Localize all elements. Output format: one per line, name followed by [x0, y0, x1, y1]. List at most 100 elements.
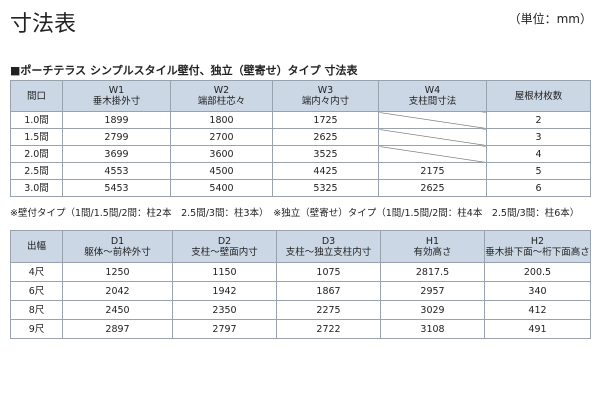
header-cell: D3 支柱～独立支柱内寸: [276, 230, 381, 263]
unit: （単位：mm）: [508, 12, 592, 26]
cell: 1250: [62, 262, 173, 282]
header-text: 支柱～独立支柱内寸: [285, 246, 372, 258]
header-cell: W3 端内々内寸: [272, 80, 379, 112]
cell: 4553: [62, 162, 171, 180]
cell: 2817.5: [380, 262, 485, 282]
cell: 2: [486, 111, 591, 129]
cell: 1075: [276, 262, 381, 282]
header-cell: W1 垂木掛外寸: [62, 80, 171, 112]
cell: 1867: [276, 281, 381, 301]
cell: 2797: [172, 319, 277, 339]
header-text: 有効高さ: [413, 246, 452, 258]
cell: [378, 145, 487, 163]
cell: 2700: [170, 128, 273, 146]
cell: 4425: [272, 162, 379, 180]
cell: 4500: [170, 162, 273, 180]
cell: 6: [486, 179, 591, 197]
cell: 6尺: [10, 281, 63, 301]
cell: 1.5間: [10, 128, 63, 146]
cell: 1.0間: [10, 111, 63, 129]
row: 9尺 2897 2797 2722 3108 491: [10, 319, 591, 339]
header-text: 端内々内寸: [301, 96, 350, 107]
cell: 491: [484, 319, 591, 339]
cell: 5453: [62, 179, 171, 197]
header-text: W4: [424, 85, 441, 96]
row: 8尺 2450 2350 2275 3029 412: [10, 300, 591, 320]
cell: 3029: [380, 300, 485, 320]
cell: 4: [486, 145, 591, 163]
cell: [378, 111, 487, 129]
header-row: 出幅 D1 躯体～前枠外寸 D2 支柱～壁面内寸 D3 支柱～独立支柱内寸 H1 有効高さ H2 垂…: [10, 230, 591, 263]
cell: 3: [486, 128, 591, 146]
header-text: 躯体～前枠外寸: [84, 246, 151, 258]
cell: 2625: [272, 128, 379, 146]
cell: 3699: [62, 145, 171, 163]
cell: 8尺: [10, 300, 63, 320]
header-cell: D2 支柱～壁面内寸: [172, 230, 277, 263]
cell: 2275: [276, 300, 381, 320]
header-cell: 間口: [10, 80, 63, 112]
cell: 3108: [380, 319, 485, 339]
header-cell: 出幅: [10, 230, 63, 263]
header-text: 垂木掛外寸: [92, 96, 141, 107]
header-row: 間口 W1 垂木掛外寸 W2 端部柱芯々 W3 端内々内寸 W4 支柱間寸法 屋根材枚数: [10, 80, 591, 112]
row: 1.5間 2799 2700 2625 3: [10, 128, 591, 146]
header-text: H1: [425, 235, 440, 247]
header-text: 垂木掛下面～桁下面高さ: [485, 246, 590, 258]
cell: 200.5: [484, 262, 591, 282]
cell: 5400: [170, 179, 273, 197]
cell: 9尺: [10, 319, 63, 339]
cell: 340: [484, 281, 591, 301]
row: 4尺 1250 1150 1075 2817.5 200.5: [10, 262, 591, 282]
header-text: 出幅: [26, 241, 46, 252]
cell: 4尺: [10, 262, 63, 282]
row: 6尺 2042 1942 1867 2957 340: [10, 281, 591, 301]
header-cell: W4 支柱間寸法: [378, 80, 487, 112]
cell: 1150: [172, 262, 277, 282]
cell: 3525: [272, 145, 379, 163]
header-text: D2: [217, 235, 232, 247]
cell: 412: [484, 300, 591, 320]
cell: 2.0間: [10, 145, 63, 163]
cell: 2175: [378, 162, 487, 180]
header-text: 間口: [26, 90, 46, 102]
header-text: D1: [110, 235, 125, 247]
header-cell: W2 端部柱芯々: [170, 80, 273, 112]
header-text: H2: [530, 235, 545, 247]
cell: 2897: [62, 319, 173, 339]
cell: 5: [486, 162, 591, 180]
header-text: 端部柱芯々: [197, 96, 246, 107]
cell: 1942: [172, 281, 277, 301]
note: ※壁付タイプ（1間/1.5間/2間：柱2本 2.5間/3間：柱3本） ※独立（壁…: [10, 208, 580, 219]
cell: 3.0間: [10, 179, 63, 197]
cell: 2350: [172, 300, 277, 320]
cell: 2957: [380, 281, 485, 301]
header-text: W1: [108, 85, 125, 96]
header-text: W2: [213, 85, 230, 96]
header-text: 支柱間寸法: [408, 96, 457, 107]
row: 2.5間 4553 4500 4425 2175 5: [10, 162, 591, 180]
header-text: D3: [321, 235, 336, 247]
row: 3.0間 5453 5400 5325 2625 6: [10, 179, 591, 197]
title: 寸法表: [10, 12, 77, 37]
header-cell: 屋根材枚数: [486, 80, 591, 112]
cell: 5325: [272, 179, 379, 197]
table: 間口 W1 垂木掛外寸 W2 端部柱芯々 W3 端内々内寸 W4 支柱間寸法 屋根材枚数 1.0間 1…: [10, 80, 591, 197]
cell: 1899: [62, 111, 171, 129]
header-text: 支柱～壁面内寸: [191, 246, 258, 258]
cell: 2042: [62, 281, 173, 301]
header-text: 屋根材枚数: [514, 90, 563, 102]
cell: 1725: [272, 111, 379, 129]
cell: 1800: [170, 111, 273, 129]
table: 出幅 D1 躯体～前枠外寸 D2 支柱～壁面内寸 D3 支柱～独立支柱内寸 H1 有効高さ H2 垂…: [10, 230, 591, 339]
row: 1.0間 1899 1800 1725 2: [10, 111, 591, 129]
cell: 2722: [276, 319, 381, 339]
cell: 2625: [378, 179, 487, 197]
header-cell: H1 有効高さ: [380, 230, 485, 263]
section-title: ■ポーチテラス シンプルスタイル壁付、独立（壁寄せ）タイプ 寸法表: [10, 64, 358, 77]
row: 2.0間 3699 3600 3525 4: [10, 145, 591, 163]
cell: 2.5間: [10, 162, 63, 180]
cell: [378, 128, 487, 146]
header-cell: H2 垂木掛下面～桁下面高さ: [484, 230, 591, 263]
